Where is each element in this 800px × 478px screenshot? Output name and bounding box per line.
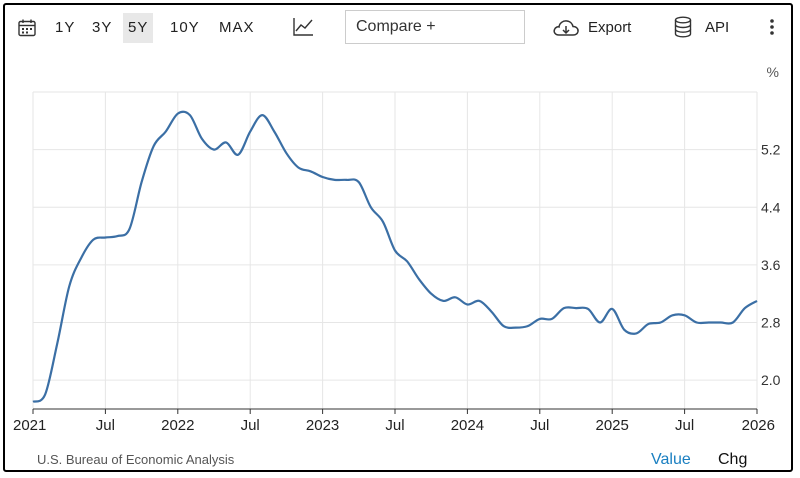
range-max-button[interactable]: MAX	[219, 19, 255, 36]
x-tick-label: Jul	[96, 417, 115, 434]
x-tick-label: 2023	[306, 417, 339, 434]
chart-toolbar: 1Y 3Y 5Y 10Y MAX Compare + Export API	[5, 5, 791, 49]
x-tick-label: Jul	[530, 417, 549, 434]
y-tick-label: 4.4	[761, 199, 781, 215]
range-5y-button[interactable]: 5Y	[123, 13, 154, 43]
axes	[32, 408, 758, 414]
value-tab[interactable]: Value	[651, 451, 691, 468]
more-vertical-icon[interactable]	[768, 17, 776, 37]
grid-lines	[32, 91, 758, 409]
x-tick-label: Jul	[241, 417, 260, 434]
y-tick-labels: 2.0 2.8 3.6 4.4 5.2	[761, 142, 781, 389]
y-tick-label: 5.2	[761, 142, 781, 158]
export-button[interactable]: Export	[588, 19, 632, 36]
x-tick-label: Jul	[675, 417, 694, 434]
y-tick-label: 3.6	[761, 257, 781, 273]
x-tick-label: Jul	[385, 417, 404, 434]
database-icon[interactable]	[673, 16, 693, 38]
data-source-label: U.S. Bureau of Economic Analysis	[37, 452, 235, 467]
x-tick-labels: 2021 Jul 2022 Jul 2023 Jul 2024 Jul 2025 Jul 2026	[13, 417, 775, 434]
compare-input[interactable]: Compare +	[345, 10, 525, 44]
line-chart: % 2.02.83.64.45.2 2021 Jul 2022 Jul 2023 Jul 2…	[13, 64, 781, 434]
x-tick-label: 2025	[596, 417, 629, 434]
chart-widget: 1Y 3Y 5Y 10Y MAX Compare + Export API %	[3, 3, 793, 472]
x-tick-label: 2022	[161, 417, 194, 434]
y-unit-label: %	[767, 64, 779, 80]
x-tick-label: 2021	[13, 417, 46, 434]
calendar-icon[interactable]	[17, 18, 37, 38]
x-tick-label: 2026	[742, 417, 775, 434]
range-1y-button[interactable]: 1Y	[55, 19, 76, 36]
range-10y-button[interactable]: 10Y	[170, 19, 200, 36]
y-tick-label: 2.0	[761, 372, 781, 388]
cloud-download-icon[interactable]	[552, 18, 580, 38]
y-tick-label: 2.8	[761, 315, 781, 331]
series-layer	[32, 110, 758, 403]
x-tick-label: 2024	[451, 417, 484, 434]
line-chart-icon[interactable]	[292, 17, 314, 37]
range-3y-button[interactable]: 3Y	[92, 19, 113, 36]
api-button[interactable]: API	[705, 19, 730, 36]
chg-tab[interactable]: Chg	[718, 451, 748, 468]
series-line	[32, 110, 758, 403]
